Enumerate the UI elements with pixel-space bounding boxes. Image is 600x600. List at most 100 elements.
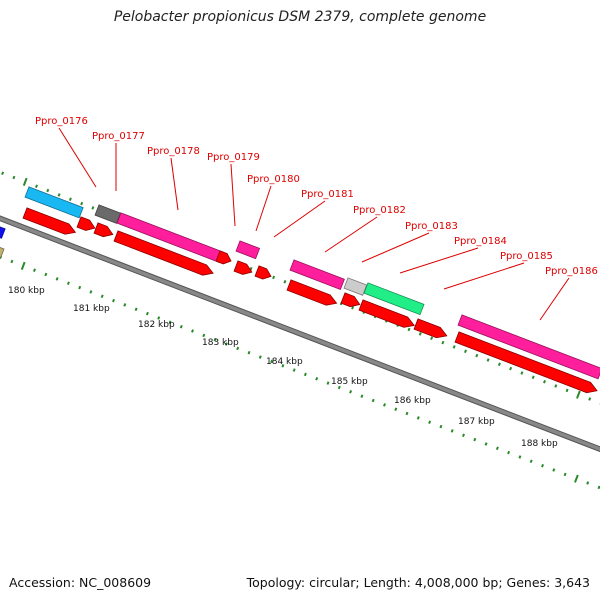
cds-track <box>22 207 598 394</box>
feature-ppro-0176 <box>24 186 84 219</box>
leader-ppro_0183 <box>361 232 430 263</box>
inner-tick-20 <box>213 337 217 342</box>
inner-tick-26 <box>281 364 285 368</box>
inner-tick-29 <box>315 377 319 381</box>
leader-ppro_0176 <box>58 127 97 188</box>
outer-tick-41 <box>452 345 456 349</box>
inner-tick-27 <box>292 368 296 372</box>
outer-tick-32 <box>351 306 355 310</box>
inner-tick-5 <box>44 272 48 277</box>
gene-label-ppro_0183: Ppro_0183 <box>405 221 458 232</box>
outer-tick-6 <box>57 193 61 197</box>
feature-ppro-0177 <box>94 204 121 224</box>
inner-tick-11 <box>112 298 115 303</box>
inner-tick-19 <box>202 333 206 338</box>
inner-tick-15 <box>157 316 161 320</box>
inner-tick-37 <box>405 411 409 416</box>
gene-label-ppro_0179: Ppro_0179 <box>207 152 260 163</box>
inner-tick-9 <box>89 290 93 294</box>
leader-ppro_0185 <box>443 262 525 290</box>
cds-1 <box>22 207 77 235</box>
outer-tick-47 <box>520 371 524 375</box>
scale-label-186-kbp: 186 kbp <box>394 396 431 406</box>
inner-tick-10 <box>100 294 104 299</box>
gene-label-ppro_0185: Ppro_0185 <box>500 251 553 262</box>
inner-tick-43 <box>473 437 477 442</box>
outer-tick-45 <box>497 362 501 367</box>
inner-tick-8 <box>78 285 82 290</box>
label-leaders <box>58 127 570 321</box>
leader-ppro_0181 <box>273 200 326 238</box>
inner-tick-36 <box>394 407 398 411</box>
outer-tick-25 <box>272 275 276 280</box>
inner-tick-49 <box>541 463 544 468</box>
cds-3 <box>93 222 114 238</box>
outer-tick-49 <box>543 379 546 384</box>
feature-ppro-0179 <box>235 240 261 260</box>
scale-label-group: 180 kbp 181 kbp 182 kbp 183 kbp 184 kbp 185 k… <box>8 286 558 449</box>
outer-tick-51 <box>565 388 569 393</box>
outer-tick-46 <box>509 366 513 371</box>
inner-tick-18 <box>191 329 194 333</box>
inner-tick-53 <box>586 481 590 485</box>
outer-tick-38 <box>418 332 422 336</box>
gene-label-ppro_0176: Ppro_0176 <box>35 116 88 127</box>
cds-2 <box>76 216 96 231</box>
inner-tick-45 <box>495 446 499 451</box>
gene-label-ppro_0186: Ppro_0186 <box>545 266 598 277</box>
outer-tick-39 <box>430 336 434 340</box>
leader-ppro_0184 <box>399 247 479 274</box>
scale-label-183-kbp: 183 kbp <box>202 338 239 348</box>
inner-tick-51 <box>563 472 567 477</box>
inner-tick-34 <box>371 398 375 403</box>
feature-ppro-0183 <box>363 282 425 316</box>
cds-12 <box>454 331 598 394</box>
inner-tick-47 <box>518 455 522 459</box>
outer-tick-4 <box>35 184 38 188</box>
inner-tick-16 <box>168 320 172 325</box>
inner-tick-42 <box>462 433 465 438</box>
backbone <box>0 216 600 452</box>
outer-tick-37 <box>407 327 411 332</box>
scale-label-182-kbp: 182 kbp <box>138 320 175 330</box>
leader-ppro_0182 <box>324 216 378 253</box>
inner-tick-13 <box>134 307 138 312</box>
inner-tick-52 <box>574 474 579 483</box>
scale-label-188-kbp: 188 kbp <box>521 439 558 449</box>
inner-tick-6 <box>55 277 59 281</box>
inner-tick-4 <box>33 268 36 272</box>
inner-tick-41 <box>450 429 454 433</box>
inner-tick-35 <box>383 403 386 407</box>
inner-tick-28 <box>303 372 307 377</box>
inner-tick-30 <box>326 381 330 385</box>
inner-tick-31 <box>337 385 341 390</box>
inner-tick-32 <box>349 390 353 394</box>
scale-label-180-kbp: 180 kbp <box>8 286 45 296</box>
inner-tick-12 <box>123 303 127 307</box>
outer-tick-53 <box>588 397 592 401</box>
outer-tick-50 <box>554 384 558 388</box>
outer-tick-43 <box>475 353 479 358</box>
inner-tick-ring <box>0 255 600 490</box>
outer-tick-3 <box>22 177 28 186</box>
inner-tick-22 <box>236 346 240 351</box>
gene-label-ppro_0177: Ppro_0177 <box>92 131 145 142</box>
outer-tick-42 <box>464 349 467 354</box>
inner-tick-17 <box>179 324 183 329</box>
cds-11 <box>413 318 448 339</box>
cds-9 <box>340 292 361 308</box>
feature-left-khaki <box>0 245 5 258</box>
scale-label-185-kbp: 185 kbp <box>331 377 368 387</box>
gene-label-ppro_0181: Ppro_0181 <box>301 189 354 200</box>
leader-ppro_0179 <box>230 163 236 227</box>
feature-ppro-0182 <box>343 277 368 296</box>
cds-6 <box>233 260 253 275</box>
cds-7 <box>254 265 272 280</box>
inner-tick-44 <box>484 442 488 446</box>
inner-tick-39 <box>428 420 432 424</box>
leader-ppro_0180 <box>255 185 272 232</box>
outer-tick-52 <box>576 390 581 399</box>
outer-tick-8 <box>80 201 84 206</box>
inner-tick-7 <box>66 281 70 285</box>
